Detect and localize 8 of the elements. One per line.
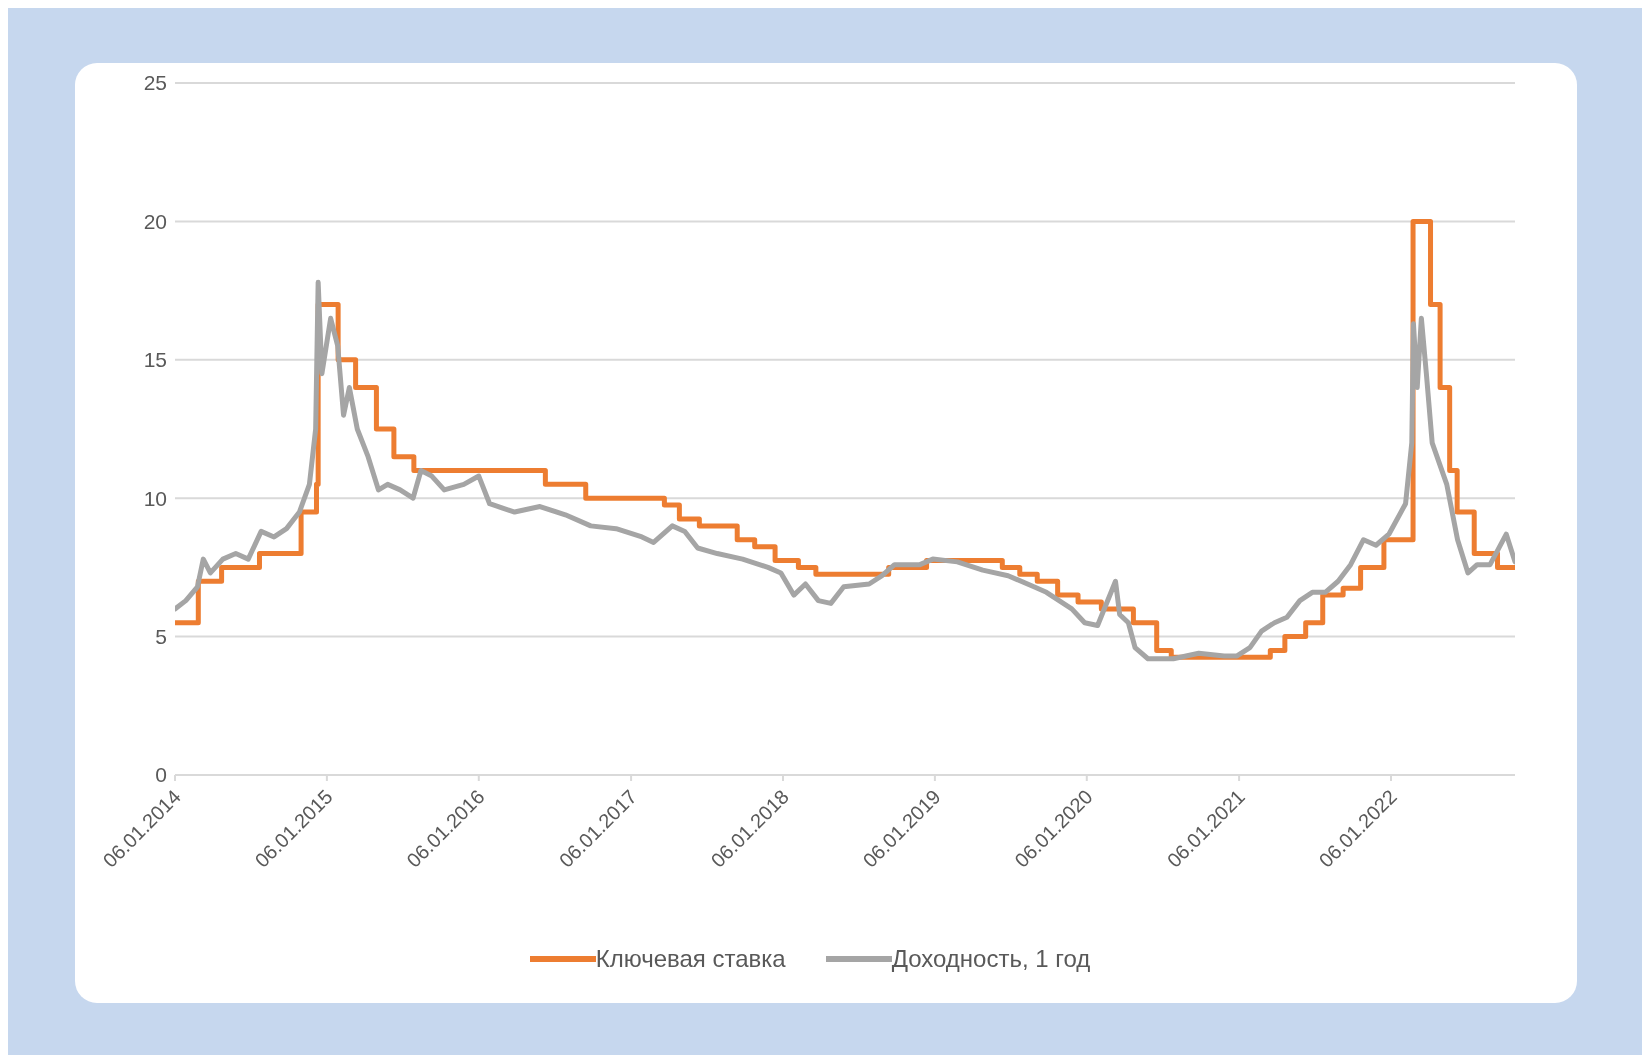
- legend-label: Ключевая ставка: [595, 945, 786, 973]
- y-tick-label: 0: [155, 763, 167, 787]
- y-tick-label: 25: [143, 71, 167, 95]
- y-tick-label: 20: [143, 209, 167, 233]
- y-tick-label: 10: [143, 486, 167, 510]
- y-tick-label: 5: [155, 625, 167, 649]
- legend-label: Доходность, 1 год: [891, 945, 1091, 973]
- y-tick-label: 15: [143, 348, 167, 372]
